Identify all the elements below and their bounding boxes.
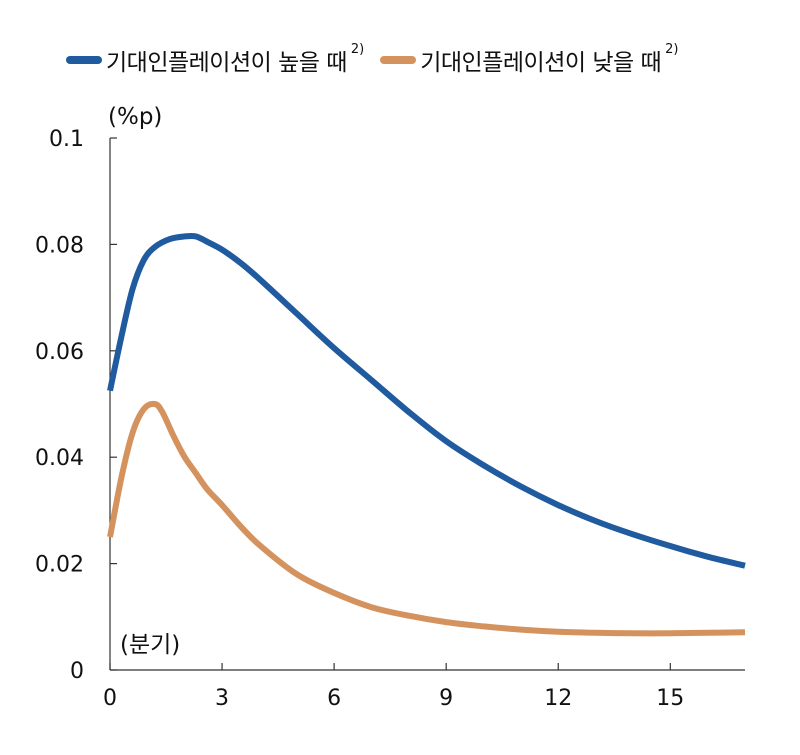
chart-legend: 기대인플레이션이 높을 때 2) 기대인플레이션이 낮을 때 2) <box>66 40 694 80</box>
legend-item-high-expectation: 기대인플레이션이 높을 때 2) <box>66 41 365 77</box>
legend-swatch-high <box>66 56 102 64</box>
y-tick-label: 0.06 <box>35 340 84 365</box>
series-line-high-expectation <box>107 232 746 569</box>
legend-footnote-low: 2) <box>665 41 679 57</box>
y-tick-label: 0 <box>70 659 84 684</box>
x-tick-label: 6 <box>327 686 341 711</box>
legend-swatch-low <box>380 56 417 64</box>
x-tick-label: 3 <box>215 686 229 711</box>
x-tick-label: 15 <box>656 686 684 711</box>
legend-item-low-expectation: 기대인플레이션이 낮을 때 2) <box>380 41 679 77</box>
y-tick-label: 0.02 <box>35 553 84 578</box>
chart-series <box>107 232 746 637</box>
y-tick-label: 0.08 <box>35 233 84 258</box>
legend-label-low: 기대인플레이션이 낮을 때 <box>420 50 662 76</box>
legend-footnote-high: 2) <box>350 41 365 57</box>
x-tick-label: 9 <box>439 686 453 711</box>
series-line-low-expectation <box>107 400 746 637</box>
y-tick-label: 0.04 <box>35 446 84 471</box>
chart-axes: 0 0.02 0.04 0.06 0.08 0.1 0 3 6 9 12 15 <box>35 127 745 711</box>
x-tick-label: 0 <box>103 686 117 711</box>
legend-label-high: 기대인플레이션이 높을 때 <box>106 50 347 76</box>
y-axis-unit-label: (%p) <box>108 104 162 130</box>
y-tick-label: 0.1 <box>49 127 84 152</box>
x-axis-unit-label: (분기) <box>120 632 180 658</box>
x-tick-label: 12 <box>544 686 572 711</box>
